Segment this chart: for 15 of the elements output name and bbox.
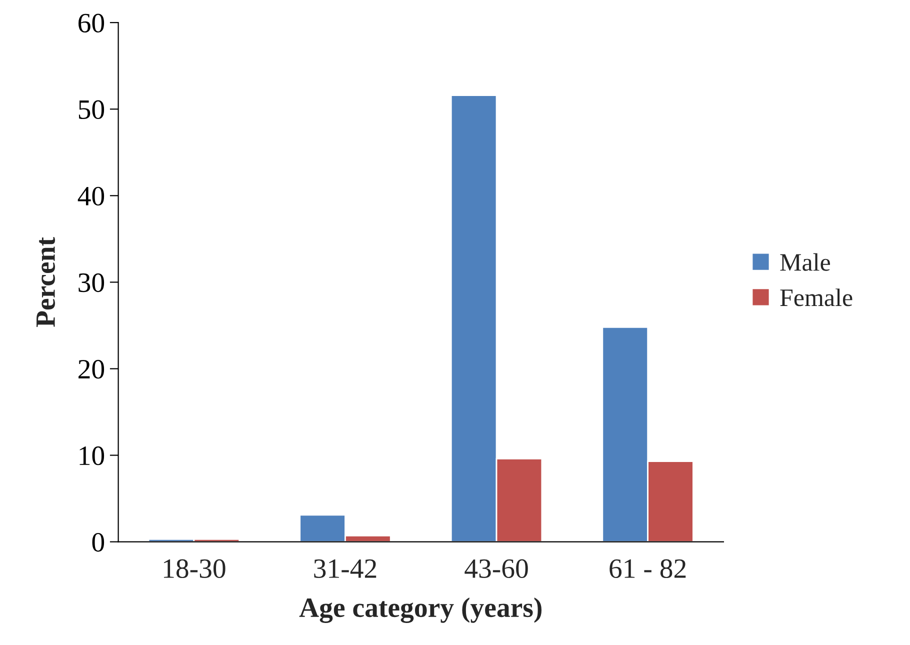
x-tick-label: 31-42: [314, 559, 376, 578]
legend-label: Female: [780, 288, 852, 306]
x-tick-label: 18-30: [164, 559, 226, 578]
y-tick-label: 50: [78, 100, 104, 120]
legend-label: Male: [780, 253, 830, 271]
y-tick-label: 0: [92, 532, 104, 552]
x-axis-title: Age category (years): [299, 598, 542, 623]
y-tick-label: 30: [78, 273, 104, 292]
y-tick-label: 20: [78, 360, 104, 379]
y-tick-label: 40: [78, 186, 104, 206]
x-tick-label: 43-60: [464, 559, 528, 578]
y-tick-label: 10: [80, 446, 104, 466]
y-tick-label: 60: [78, 14, 104, 32]
y-axis-title: Percent: [36, 237, 56, 327]
x-tick-label: 61 - 82: [610, 559, 686, 578]
